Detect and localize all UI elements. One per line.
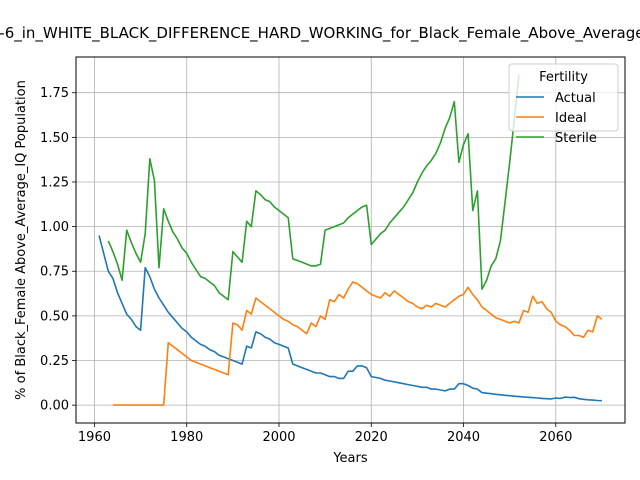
y-tick-label: 0.50 [40,309,69,324]
series-line-sterile [107,74,520,301]
plot-area-frame [75,56,626,424]
legend-label-actual: Actual [555,91,596,106]
x-axis-label: Years [332,451,368,466]
legend-title: Fertility [539,70,588,85]
legend-label-ideal: Ideal [555,111,587,126]
legend: Fertility Actual Ideal Sterile [508,63,619,146]
y-tick-label: 1.00 [40,220,69,235]
y-axis-label: % of Black_Female Above_Average_IQ Popul… [14,80,29,400]
axis-ticks: 1960 1980 2000 2020 2040 2060 0.00 0.25 0.50 0.75… [40,86,572,445]
x-tick-label: 2000 [262,430,295,445]
x-tick-label: 2020 [355,430,388,445]
y-tick-label: 1.25 [40,175,69,190]
legend-label-sterile: Sterile [555,131,597,146]
chart-title: _-6_in_WHITE_BLACK_DIFFERENCE_HARD_WORKI… [0,24,640,43]
y-tick-label: 0.25 [40,354,69,369]
y-tick-label: 0.75 [40,265,69,280]
legend-box [508,63,619,132]
y-tick-label: 0.00 [40,399,69,414]
x-tick-label: 1980 [170,430,203,445]
series-line-ideal [112,281,603,406]
y-tick-label: 1.50 [40,131,69,146]
x-tick-label: 2060 [539,430,572,445]
series-line-actual [98,235,602,402]
y-tick-label: 1.75 [40,86,69,101]
legend-entries: Actual Ideal Sterile [516,91,597,146]
series-lines [98,74,603,406]
x-tick-label: 1960 [78,430,111,445]
x-tick-label: 2040 [447,430,480,445]
